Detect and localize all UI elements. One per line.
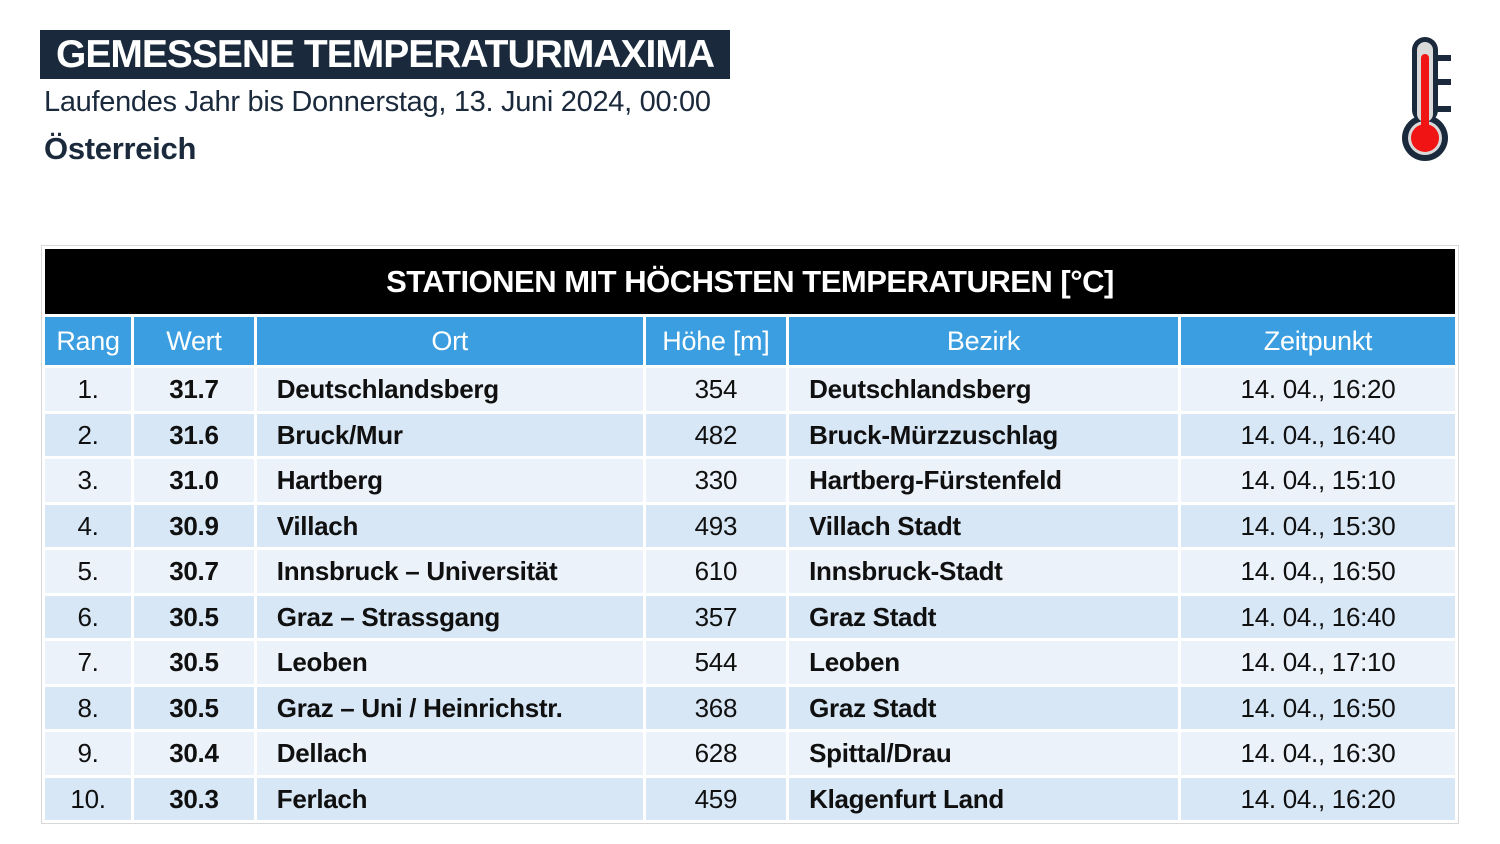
cell-hoehe: 628	[645, 732, 787, 775]
cell-rang: 7.	[45, 641, 132, 684]
cell-ort: Dellach	[256, 732, 643, 775]
cell-hoehe: 482	[645, 413, 787, 456]
cell-bezirk: Deutschlandsberg	[789, 368, 1178, 411]
cell-rang: 5.	[45, 550, 132, 593]
cell-bezirk: Leoben	[789, 641, 1178, 684]
cell-ort: Hartberg	[256, 459, 643, 502]
cell-ort: Leoben	[256, 641, 643, 684]
cell-zeitpunkt: 14. 04., 16:50	[1180, 550, 1455, 593]
cell-wert: 30.5	[134, 641, 254, 684]
cell-bezirk: Villach Stadt	[789, 504, 1178, 547]
cell-rang: 9.	[45, 732, 132, 775]
cell-bezirk: Graz Stadt	[789, 686, 1178, 729]
cell-rang: 8.	[45, 686, 132, 729]
table-row: 10. 30.3 Ferlach 459 Klagenfurt Land 14. 04.,…	[45, 777, 1455, 820]
cell-ort: Innsbruck – Universität	[256, 550, 643, 593]
table-row: 5. 30.7 Innsbruck – Universität 610 Innsbruc…	[45, 550, 1455, 593]
cell-zeitpunkt: 14. 04., 16:40	[1180, 595, 1455, 638]
cell-rang: 1.	[45, 368, 132, 411]
table-row: 2. 31.6 Bruck/Mur 482 Bruck-Mürzzuschlag 14. …	[45, 413, 1455, 456]
cell-wert: 30.4	[134, 732, 254, 775]
table-row: 7. 30.5 Leoben 544 Leoben 14. 04., 17:10	[45, 641, 1455, 684]
cell-wert: 31.7	[134, 368, 254, 411]
cell-ort: Graz – Uni / Heinrichstr.	[256, 686, 643, 729]
cell-hoehe: 368	[645, 686, 787, 729]
cell-zeitpunkt: 14. 04., 15:30	[1180, 504, 1455, 547]
cell-ort: Ferlach	[256, 777, 643, 820]
table-row: 6. 30.5 Graz – Strassgang 357 Graz Stadt 14. …	[45, 595, 1455, 638]
cell-hoehe: 357	[645, 595, 787, 638]
cell-rang: 3.	[45, 459, 132, 502]
cell-zeitpunkt: 14. 04., 16:20	[1180, 368, 1455, 411]
table-title: STATIONEN MIT HÖCHSTEN TEMPERATUREN [°C]	[45, 249, 1455, 314]
page-title: GEMESSENE TEMPERATURMAXIMA	[40, 30, 730, 79]
table-row: 1. 31.7 Deutschlandsberg 354 Deutschlandsber…	[45, 368, 1455, 411]
subtitle-period: Laufendes Jahr bis Donnerstag, 13. Juni …	[44, 86, 711, 118]
table-header-row: Rang Wert Ort Höhe [m] Bezirk Zeitpunkt	[45, 317, 1455, 365]
column-header-wert: Wert	[134, 317, 254, 365]
cell-hoehe: 459	[645, 777, 787, 820]
cell-ort: Graz – Strassgang	[256, 595, 643, 638]
column-header-rang: Rang	[45, 317, 132, 365]
cell-zeitpunkt: 14. 04., 16:50	[1180, 686, 1455, 729]
column-header-bezirk: Bezirk	[789, 317, 1178, 365]
temperature-table: STATIONEN MIT HÖCHSTEN TEMPERATUREN [°C]…	[41, 245, 1459, 824]
table-row: 3. 31.0 Hartberg 330 Hartberg-Fürstenfeld 14.…	[45, 459, 1455, 502]
cell-wert: 30.7	[134, 550, 254, 593]
cell-wert: 30.3	[134, 777, 254, 820]
column-header-zeitpunkt: Zeitpunkt	[1180, 317, 1455, 365]
cell-hoehe: 354	[645, 368, 787, 411]
cell-rang: 10.	[45, 777, 132, 820]
cell-zeitpunkt: 14. 04., 16:20	[1180, 777, 1455, 820]
cell-rang: 4.	[45, 504, 132, 547]
cell-zeitpunkt: 14. 04., 15:10	[1180, 459, 1455, 502]
cell-wert: 30.5	[134, 686, 254, 729]
cell-wert: 31.6	[134, 413, 254, 456]
cell-hoehe: 493	[645, 504, 787, 547]
cell-bezirk: Hartberg-Fürstenfeld	[789, 459, 1178, 502]
column-header-ort: Ort	[256, 317, 643, 365]
cell-hoehe: 330	[645, 459, 787, 502]
cell-ort: Bruck/Mur	[256, 413, 643, 456]
cell-ort: Villach	[256, 504, 643, 547]
cell-wert: 31.0	[134, 459, 254, 502]
cell-bezirk: Bruck-Mürzzuschlag	[789, 413, 1178, 456]
cell-bezirk: Klagenfurt Land	[789, 777, 1178, 820]
cell-bezirk: Graz Stadt	[789, 595, 1178, 638]
cell-wert: 30.9	[134, 504, 254, 547]
cell-ort: Deutschlandsberg	[256, 368, 643, 411]
table-row: 8. 30.5 Graz – Uni / Heinrichstr. 368 Graz S…	[45, 686, 1455, 729]
table-row: 9. 30.4 Dellach 628 Spittal/Drau 14. 04., 16:…	[45, 732, 1455, 775]
cell-bezirk: Spittal/Drau	[789, 732, 1178, 775]
column-header-hoehe: Höhe [m]	[645, 317, 787, 365]
cell-zeitpunkt: 14. 04., 17:10	[1180, 641, 1455, 684]
table-row: 4. 30.9 Villach 493 Villach Stadt 14. 04., 15…	[45, 504, 1455, 547]
table-body: 1. 31.7 Deutschlandsberg 354 Deutschlandsber…	[45, 368, 1455, 820]
cell-zeitpunkt: 14. 04., 16:40	[1180, 413, 1455, 456]
cell-hoehe: 544	[645, 641, 787, 684]
cell-rang: 6.	[45, 595, 132, 638]
cell-bezirk: Innsbruck-Stadt	[789, 550, 1178, 593]
region-label: Österreich	[44, 131, 197, 166]
cell-zeitpunkt: 14. 04., 16:30	[1180, 732, 1455, 775]
cell-rang: 2.	[45, 413, 132, 456]
thermometer-icon	[1398, 34, 1458, 164]
cell-wert: 30.5	[134, 595, 254, 638]
cell-hoehe: 610	[645, 550, 787, 593]
